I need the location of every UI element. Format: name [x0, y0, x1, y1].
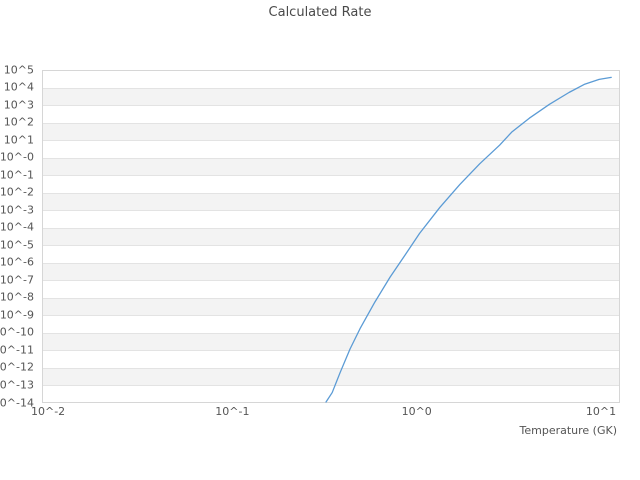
x-tick-label: 10^-2: [30, 405, 66, 418]
gridline: [43, 122, 619, 124]
y-tick-label: 10^-13: [0, 378, 34, 392]
y-tick-label: 10^-3: [0, 203, 34, 217]
gridline: [43, 105, 619, 107]
decade-band: [43, 158, 619, 176]
y-tick-label: 10^5: [3, 63, 34, 76]
y-tick-label: 10^-8: [0, 290, 34, 304]
y-tick-label: 10^-2: [0, 185, 34, 199]
gridline: [43, 245, 619, 247]
decade-band: [43, 333, 619, 351]
gridline: [43, 315, 619, 317]
y-tick-label: 10^-12: [0, 360, 34, 374]
gridline: [43, 367, 619, 369]
rate-curve-svg: [325, 76, 612, 403]
y-tick-label: 10^4: [3, 80, 34, 94]
y-tick-label: 10^-1: [0, 168, 34, 182]
gridline: [43, 332, 619, 334]
x-tick-label: 10^0: [401, 405, 432, 418]
gridline: [43, 87, 619, 89]
y-tick-label: 10^-14: [0, 396, 34, 409]
x-tick-label: 10^1: [585, 405, 617, 418]
y-tick-label: 10^3: [3, 98, 34, 112]
y-tick-label: 10^1: [3, 133, 34, 147]
y-tick-label: 10^-7: [0, 273, 34, 287]
x-axis-title: Temperature (GK): [519, 424, 618, 437]
decade-band: [43, 368, 619, 386]
gridline: [43, 192, 619, 194]
gridline: [43, 262, 619, 264]
y-tick-label: 10^-4: [0, 220, 34, 234]
gridline: [43, 297, 619, 299]
plot-area: [42, 69, 620, 403]
gridline: [43, 385, 619, 387]
decade-band: [43, 298, 619, 316]
decade-band: [43, 123, 619, 141]
gridline: [43, 157, 619, 159]
decade-band: [43, 88, 619, 106]
gridline: [43, 175, 619, 177]
rate-curve: [325, 76, 612, 403]
gridline: [43, 210, 619, 212]
decade-band: [43, 263, 619, 281]
x-tick-label: 10^-1: [215, 405, 250, 418]
y-tick-label: 10^-6: [0, 255, 34, 269]
chart-title: Calculated Rate: [268, 5, 372, 20]
decade-band: [43, 193, 619, 211]
y-tick-label: 10^2: [3, 115, 34, 129]
gridline: [43, 227, 619, 229]
gridline: [43, 350, 619, 352]
y-tick-label: 10^-11: [0, 343, 34, 357]
gridline: [43, 280, 619, 282]
y-tick-label: 10^-10: [0, 325, 34, 339]
decade-band: [43, 228, 619, 246]
y-tick-label: 10^-9: [0, 308, 34, 322]
y-tick-label: 10^-5: [0, 238, 34, 252]
y-tick-label: 10^-0: [0, 150, 34, 164]
gridline: [43, 140, 619, 142]
